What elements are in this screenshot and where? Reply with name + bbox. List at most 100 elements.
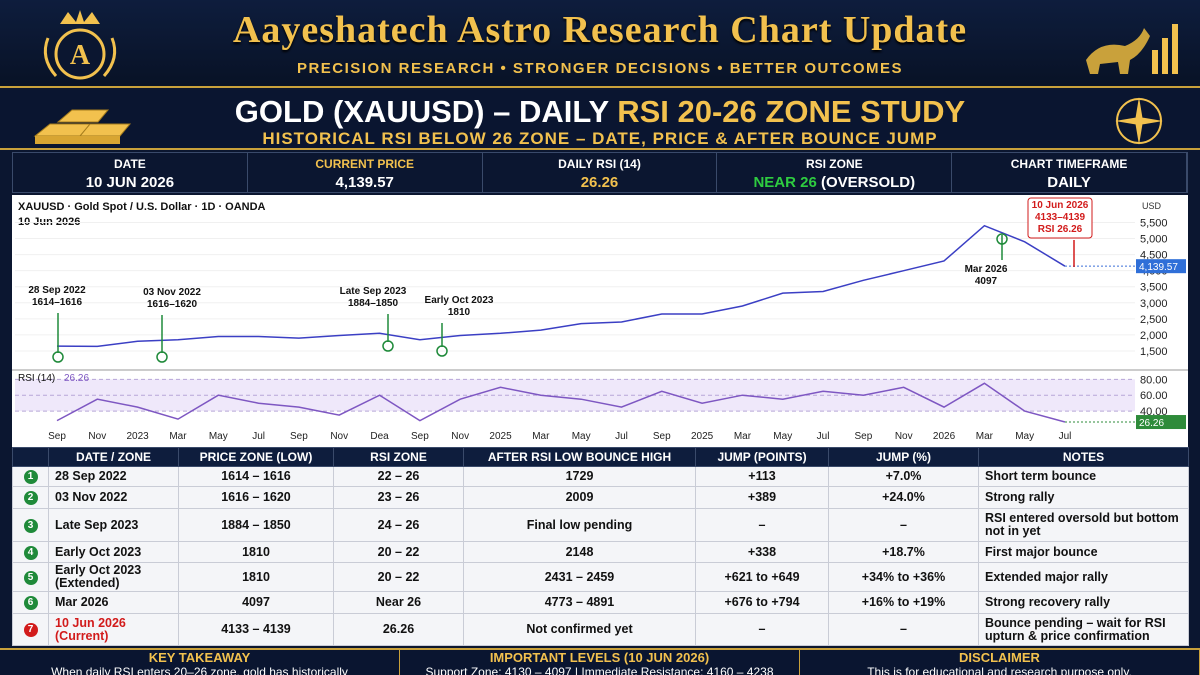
compass-icon — [1115, 97, 1163, 145]
table-header: AFTER RSI LOW BOUNCE HIGH — [463, 447, 696, 467]
table-cell: 6 — [12, 591, 49, 614]
annotation-text: 1616–1620 — [147, 299, 197, 310]
cell-text: 23 – 26 — [377, 490, 420, 504]
cell-text: Strong recovery rally — [985, 595, 1111, 609]
cell-text: 1616 – 1620 — [221, 490, 291, 504]
study-title-highlight: RSI 20-26 ZONE STUDY — [617, 94, 966, 129]
info-value-text: DAILY — [1047, 174, 1091, 191]
table-row: 4 Early Oct 2023 1810 20 – 22 2148 +338 +18.7%… — [12, 541, 1189, 563]
x-tick-label: Mar — [169, 431, 187, 442]
info-label: DAILY RSI (14) — [558, 157, 641, 171]
x-tick-label: 2023 — [127, 431, 150, 442]
y2-tick-label: 60.00 — [1140, 390, 1168, 402]
cell-text: Near 26 — [375, 595, 422, 609]
y-tick-label: 3,000 — [1140, 298, 1168, 310]
info-cell: CURRENT PRICE 4,139.57 — [248, 153, 483, 192]
table-cell: +16% to +19% — [828, 591, 979, 614]
cell-text: 24 – 26 — [377, 517, 420, 532]
cell-text: 4097 — [242, 595, 270, 609]
table-cell: – — [828, 508, 979, 542]
info-bar: DATE 10 JUN 2026 CURRENT PRICE 4,139.57 DAIL… — [12, 152, 1188, 193]
cell-text: 2148 — [565, 544, 594, 559]
cell-text: +34% to +36% — [861, 569, 946, 584]
table-cell: +621 to +649 — [695, 562, 829, 592]
table-header: JUMP (POINTS) — [695, 447, 829, 467]
info-value-text: 26.26 — [580, 174, 619, 191]
info-cell: CHART TIMEFRAME DAILY — [952, 153, 1187, 192]
info-value-text: 4,139.57 — [335, 174, 394, 191]
cell-text: 20 – 22 — [377, 544, 420, 559]
info-cell: DATE 10 JUN 2026 — [13, 153, 248, 192]
last-value-tag-bg — [1136, 259, 1186, 274]
cell-text: 28 Sep 2022 — [55, 469, 127, 483]
footer-title: KEY TAKEAWAY — [148, 650, 251, 665]
table-header: NOTES — [978, 447, 1189, 467]
table-cell: 1729 — [463, 466, 696, 487]
series-line — [56, 224, 1066, 348]
table-cell: +676 to +794 — [695, 591, 829, 614]
badge-header — [12, 447, 49, 467]
table-cell: 7 — [12, 613, 49, 646]
table-cell: +24.0% — [828, 486, 979, 509]
cell-text: Strong rally — [985, 490, 1055, 504]
y-axis-label: USD — [1142, 201, 1162, 211]
table-cell: 1884 – 1850 — [178, 508, 334, 542]
info-value-text: NEAR 26 — [753, 174, 817, 191]
x-tick-label: Mar — [976, 431, 994, 442]
cell-text: 4133 – 4139 — [221, 622, 291, 636]
annotation-text: 1614–1616 — [32, 297, 82, 308]
table-cell: 5 — [12, 562, 49, 592]
row-badge: 3 — [23, 518, 38, 533]
x-tick-label: May — [1015, 431, 1034, 442]
cell-text: – — [900, 517, 907, 532]
row-badge: 5 — [23, 570, 38, 585]
cell-text: +676 to +794 — [724, 595, 800, 609]
low-marker — [436, 345, 448, 357]
cell-text: Extended major rally — [985, 569, 1108, 584]
x-tick-label: 2025 — [489, 431, 512, 442]
series-line — [56, 382, 1066, 423]
footer-text: When daily RSI enters 20–26 zone, gold h… — [51, 665, 348, 675]
footer-title: DISCLAIMER — [959, 650, 1040, 665]
cell-text: – — [758, 622, 766, 636]
table-cell: Strong recovery rally — [978, 591, 1189, 614]
cell-text: First major bounce — [985, 544, 1098, 559]
table-header-row: DATE / ZONE PRICE ZONE (LOW) RSI ZONE AFTER… — [12, 447, 1189, 467]
annotation-text: 1884–1850 — [348, 298, 398, 309]
cell-text: 10 Jun 2026 (Current) — [55, 615, 126, 643]
table-cell: Not confirmed yet — [463, 613, 696, 646]
cell-text: Short term bounce — [985, 469, 1097, 483]
y-tick-label: 5,500 — [1140, 217, 1168, 229]
table-cell: Short term bounce — [978, 466, 1189, 487]
cell-text: 22 – 26 — [377, 469, 420, 483]
x-tick-label: Sep — [855, 431, 873, 442]
table-cell: – — [695, 613, 829, 646]
table-cell: – — [828, 613, 979, 646]
table-cell: 1616 – 1620 — [178, 486, 334, 509]
cell-text: 2009 — [565, 490, 594, 504]
table-row: 6 Mar 2026 4097 Near 26 4773 – 4891 +676 to +… — [12, 591, 1189, 614]
y-tick-label: 2,000 — [1140, 330, 1168, 342]
table-cell: 4 — [12, 541, 49, 563]
table-cell: Extended major rally — [978, 562, 1189, 592]
table-header: DATE / ZONE — [48, 447, 179, 467]
cell-text: 1614 – 1616 — [221, 469, 291, 483]
cell-text: Not confirmed yet — [526, 622, 633, 636]
table-row: 1 28 Sep 2022 1614 – 1616 22 – 26 1729 +113 +7… — [12, 466, 1189, 487]
table-cell: Near 26 — [333, 591, 464, 614]
logo: A — [43, 10, 117, 80]
cell-text: 2431 – 2459 — [544, 569, 615, 584]
table-cell: – — [695, 508, 829, 542]
chart-title: XAUUSD · Gold Spot / U.S. Dollar · 1D · … — [18, 201, 266, 213]
annotation-text: 28 Sep 2022 — [28, 285, 86, 296]
table-cell: First major bounce — [978, 541, 1189, 563]
study-banner: GOLD (XAUUSD) – DAILY RSI 20-26 ZONE STU… — [0, 90, 1200, 150]
cell-text: +338 — [747, 544, 777, 559]
rsi-legend-value: 26.26 — [64, 373, 89, 384]
y-tick-label: 5,000 — [1140, 234, 1168, 246]
footer-panel: KEY TAKEAWAY When daily RSI enters 20–26 … — [0, 650, 400, 675]
table-cell: 4133 – 4139 — [178, 613, 334, 646]
header-title: Aayeshatech Astro Research Chart Update — [232, 9, 968, 51]
info-value-text: 10 JUN 2026 — [85, 174, 175, 191]
x-tick-label: 2025 — [691, 431, 714, 442]
